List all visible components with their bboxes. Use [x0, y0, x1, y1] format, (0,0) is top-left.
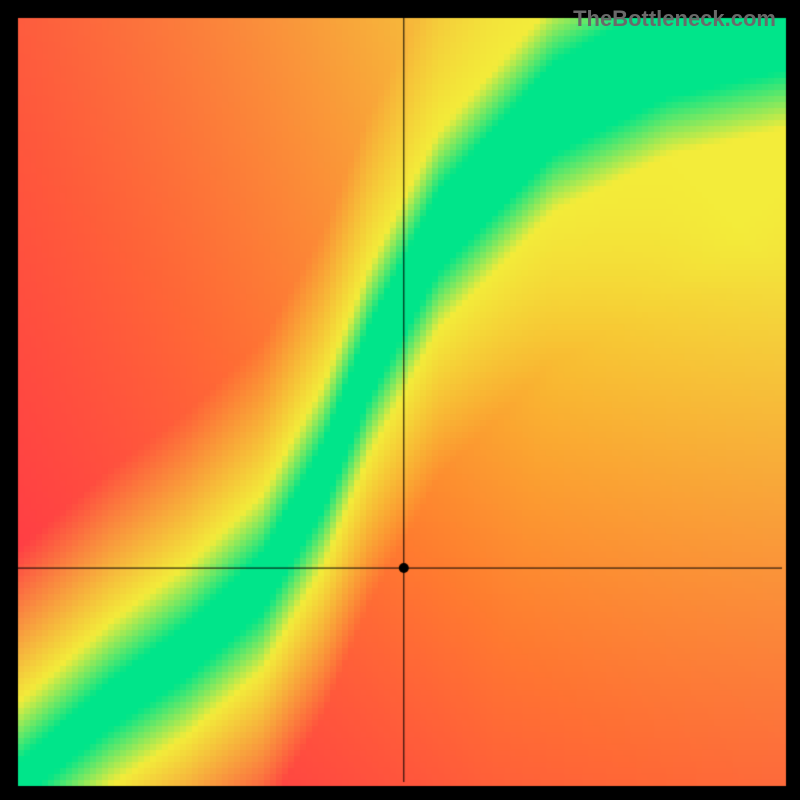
watermark-text: TheBottleneck.com [573, 6, 776, 32]
heatmap-canvas [0, 0, 800, 800]
chart-container: TheBottleneck.com [0, 0, 800, 800]
